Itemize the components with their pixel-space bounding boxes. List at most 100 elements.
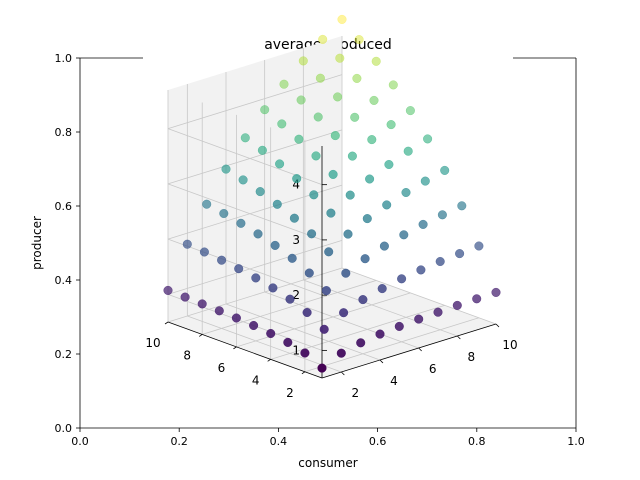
scatter-point <box>382 200 392 210</box>
grid-line <box>304 317 480 373</box>
scatter-point <box>345 190 355 200</box>
scatter-point <box>326 208 336 218</box>
scatter-point <box>302 307 312 318</box>
scatter-point <box>367 135 377 145</box>
scatter-point <box>296 95 306 105</box>
scatter-point <box>292 174 302 184</box>
outer-y-tick-label: 0.8 <box>55 126 73 139</box>
axis3d-x-line <box>321 323 497 379</box>
scatter-point <box>350 112 360 122</box>
scatter-point <box>339 308 349 318</box>
scatter-point <box>199 247 209 257</box>
scatter-point <box>335 53 345 63</box>
scatter-point <box>238 175 248 185</box>
scatter-point <box>352 73 362 83</box>
x-axis-label: consumer <box>298 456 357 470</box>
scatter-point <box>197 299 207 309</box>
scatter-point <box>279 79 289 89</box>
outer-x-tick-label: 0.4 <box>270 435 288 448</box>
scatter-point <box>440 165 450 175</box>
scatter-point <box>452 300 462 310</box>
scatter-point <box>362 214 372 224</box>
scatter-point <box>354 35 364 45</box>
scatter-point <box>214 306 224 316</box>
grid-line <box>341 267 497 325</box>
axis3d-y-tick <box>199 334 203 337</box>
axis3d-x-tick <box>341 371 345 376</box>
scatter-point <box>418 219 428 229</box>
scatter-point <box>420 176 430 186</box>
scatter-point <box>253 229 263 239</box>
scatter-point <box>221 164 231 174</box>
scatter-point <box>294 134 304 144</box>
scatter-point <box>437 210 447 220</box>
scatter-point <box>285 294 295 304</box>
outer-x-tick-label: 0.0 <box>71 435 89 448</box>
scatter-point <box>240 133 250 143</box>
grid-line <box>187 315 342 373</box>
outer-y-tick-label: 0.4 <box>55 274 73 287</box>
scatter-point <box>309 190 319 200</box>
axis3d-y-tick-label: 4 <box>252 373 260 387</box>
scatter-point <box>333 92 343 102</box>
grid-line <box>225 303 381 361</box>
grid-line <box>167 294 323 351</box>
scatter-point <box>337 14 347 24</box>
scatter-point <box>457 201 467 211</box>
axis3d-y-tick-label: 2 <box>286 386 294 400</box>
scatter-point <box>394 321 404 331</box>
scatter-point <box>249 320 259 331</box>
scatter-point <box>289 213 299 223</box>
axis3d-y-tick-label: 10 <box>145 336 160 350</box>
axis3d-x-tick <box>418 347 422 352</box>
scatter-point <box>255 187 265 197</box>
axis3d-x-tick-label: 10 <box>502 338 517 352</box>
scatter-point <box>474 241 484 251</box>
scatter-point <box>180 292 190 302</box>
outer-y-tick-label: 0.0 <box>55 422 73 435</box>
scatter-point <box>260 105 270 115</box>
scatter-point <box>307 229 317 239</box>
axis3d-x-tick-label: 6 <box>429 362 437 376</box>
scatter-point <box>347 151 357 161</box>
scatter-point <box>319 324 329 334</box>
scatter-point <box>379 241 389 251</box>
scatter-point <box>298 56 308 66</box>
scatter-point <box>356 338 366 348</box>
scatter-point <box>388 80 398 90</box>
grid-line <box>167 129 343 185</box>
scatter-point <box>324 247 334 257</box>
axis3d-y-tick <box>164 321 169 325</box>
scatter-point <box>270 240 280 250</box>
scatter-point <box>371 56 381 66</box>
scatter-point <box>283 337 293 347</box>
y-axis-label: producer <box>30 216 44 270</box>
outer-axes: 0.0 0.2 0.4 0.6 0.8 1.0 0.0 0.2 0.4 0.6 0.8 1.0 co… <box>30 52 585 470</box>
scatter-point <box>377 284 387 294</box>
axis3d-y-tick <box>301 371 306 375</box>
scatter-point <box>217 255 227 265</box>
scatter-point <box>315 73 325 83</box>
scatter-point <box>384 159 394 170</box>
scatter-point <box>251 273 261 283</box>
grid-line <box>167 239 343 295</box>
scatter-point <box>236 218 246 228</box>
scatter-point <box>386 120 396 130</box>
outer-x-tick-label: 0.8 <box>468 435 486 448</box>
axis3d-z-tick-label: 1 <box>292 343 300 357</box>
outer-x-ticks: 0.0 0.2 0.4 0.6 0.8 1.0 <box>71 428 585 448</box>
grid-line <box>167 74 343 130</box>
outer-x-tick-label: 0.2 <box>170 435 188 448</box>
scatter-point <box>401 187 411 198</box>
scatter-point <box>311 151 321 161</box>
axis3d-z-tick-label: 3 <box>292 233 300 247</box>
scatter-point <box>318 34 328 44</box>
scatter-point <box>321 286 331 296</box>
axis3d-x-tick <box>379 359 384 364</box>
scatter-point <box>491 287 501 297</box>
axis3d-y-tick-label: 8 <box>183 348 191 362</box>
scatter-point <box>358 295 368 305</box>
scatter-point <box>435 256 445 267</box>
